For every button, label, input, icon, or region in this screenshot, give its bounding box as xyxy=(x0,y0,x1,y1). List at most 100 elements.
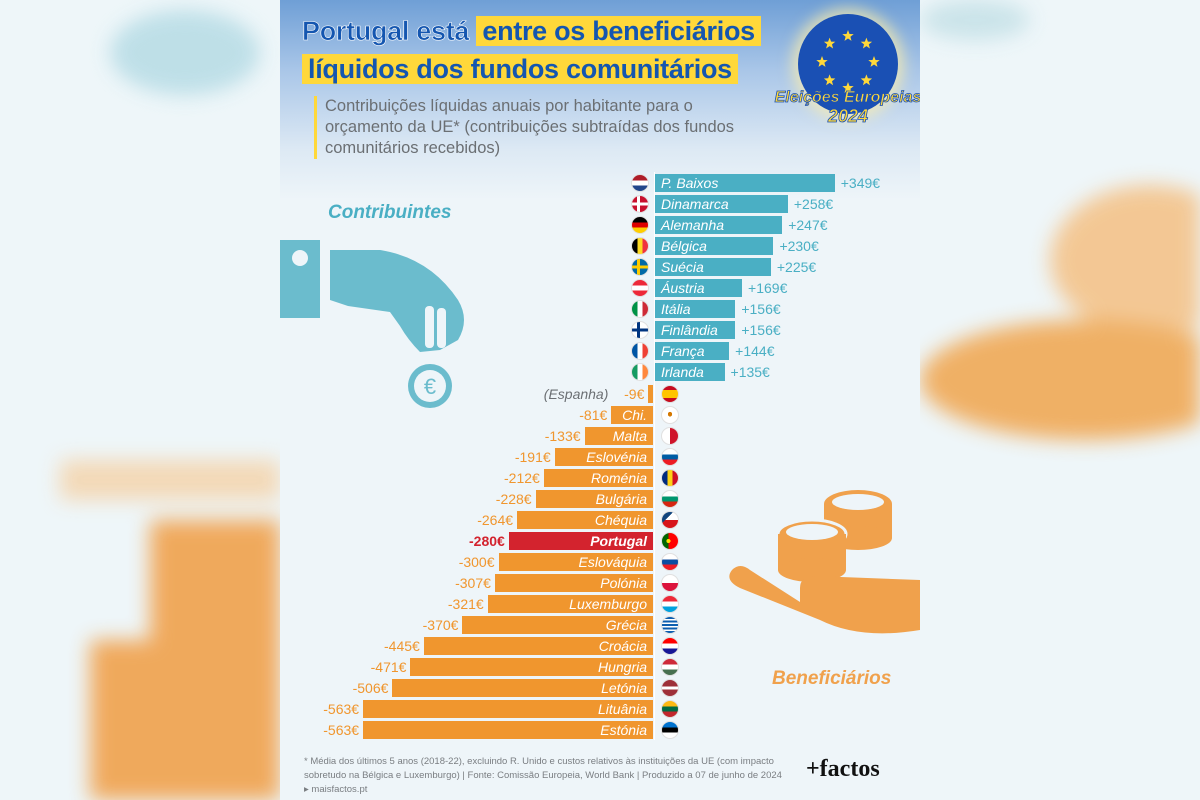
bar-value-label: +169€ xyxy=(748,280,788,297)
bar-category-label: Eslovénia xyxy=(586,448,647,465)
bar-value-label: -471€ xyxy=(370,659,407,676)
bar xyxy=(508,531,653,550)
eu-star-icon xyxy=(823,37,836,49)
bar xyxy=(494,573,653,592)
bar xyxy=(611,405,653,424)
flag-bg-icon xyxy=(661,489,679,508)
contributors-label: Contribuintes xyxy=(328,202,452,223)
bar-value-label: +156€ xyxy=(741,301,781,318)
bar-category-label: Roménia xyxy=(590,469,647,486)
bar-category-label: França xyxy=(661,343,705,360)
flag-hr-icon xyxy=(661,637,679,656)
bar-value-label: +258€ xyxy=(793,196,834,213)
title-line-1: Portugal está entre os beneficiários xyxy=(302,14,761,48)
bar-category-label: Polónia xyxy=(600,574,647,591)
bar-chart: P. Baixos +349€ Dinamarca +258€ Alemanha +247… xyxy=(280,0,920,800)
bar xyxy=(498,552,653,571)
bar-category-label: Áustria xyxy=(661,280,705,297)
background-blur-right xyxy=(920,0,1200,800)
bar xyxy=(655,363,725,382)
title-part-3: líquidos dos fundos comunitários xyxy=(302,54,738,84)
bar xyxy=(648,384,653,403)
title-part-2: entre os beneficiários xyxy=(476,16,761,46)
bar-value-label: +135€ xyxy=(730,364,770,381)
bar-value-label: -370€ xyxy=(422,617,459,634)
flag-fi-icon xyxy=(631,321,649,340)
bar xyxy=(655,279,743,298)
title-part-1: Portugal está xyxy=(302,16,470,47)
bar-value-label: +247€ xyxy=(788,217,828,234)
bar-value-label: -133€ xyxy=(544,427,581,444)
flag-se-icon xyxy=(631,258,649,277)
flag-es-icon xyxy=(661,384,679,403)
bar-category-label: Chi. xyxy=(622,406,647,423)
infographic-panel: Portugal está entre os beneficiários líq… xyxy=(280,0,920,800)
bar xyxy=(554,447,653,466)
flag-cross xyxy=(636,322,640,339)
flag-pl-icon xyxy=(661,573,679,592)
title-line-2: líquidos dos fundos comunitários xyxy=(302,52,738,86)
bar xyxy=(363,721,653,740)
flag-pt-icon xyxy=(661,531,679,550)
bar xyxy=(517,510,653,529)
hand-dropping-euro-coin-icon: € xyxy=(280,240,464,408)
bar-category-label: Alemanha xyxy=(661,217,725,234)
bar xyxy=(462,616,653,635)
bar-value-label: -191€ xyxy=(514,448,551,465)
bar-value-label: -506€ xyxy=(352,680,389,697)
badge-line-2: 2024 xyxy=(827,106,869,126)
flag-lu-icon xyxy=(661,595,679,613)
flag-cross xyxy=(636,259,640,276)
bar-value-label: +144€ xyxy=(735,343,775,360)
bar-category-label: Malta xyxy=(612,427,647,444)
bar-category-label: Itália xyxy=(661,301,691,318)
bar-value-label: -264€ xyxy=(477,511,514,528)
bar-value-label: -9€ xyxy=(624,385,645,402)
bar-category-label: Eslováquia xyxy=(578,553,648,570)
eu-star-icon xyxy=(860,37,873,49)
eu-star-icon xyxy=(816,56,828,67)
bar-category-label: Suécia xyxy=(661,259,704,276)
flag-cy-icon xyxy=(661,405,679,424)
bar-value-label: -321€ xyxy=(447,596,484,612)
bar xyxy=(655,195,788,214)
eu-star-icon xyxy=(823,74,836,86)
bar-category-label: Lituânia xyxy=(597,701,647,718)
bar-category-label: Hungria xyxy=(597,659,647,676)
bar-value-label: -280€ xyxy=(469,532,505,549)
bar-category-label: Irlanda xyxy=(661,364,704,381)
bar xyxy=(423,637,653,656)
flag-ie-icon xyxy=(631,363,649,382)
flag-it-icon xyxy=(631,300,649,319)
bar-category-label: Bélgica xyxy=(661,238,707,255)
bar xyxy=(655,174,835,192)
flag-gr-icon xyxy=(661,616,679,635)
bar xyxy=(535,489,653,508)
subtitle: Contribuições líquidas anuais por habita… xyxy=(314,96,745,159)
eu-star-icon xyxy=(842,30,854,41)
bar-category-label: Dinamarca xyxy=(661,196,729,213)
bar xyxy=(584,426,653,445)
flag-lt-icon xyxy=(661,700,679,719)
hand-receiving-coins-icon xyxy=(729,490,920,634)
bar-value-label: +349€ xyxy=(840,175,881,191)
brand-logo: +factos xyxy=(806,756,880,782)
bar-value-label: -445€ xyxy=(384,638,420,655)
bar xyxy=(655,216,783,235)
flag-at-icon xyxy=(631,279,649,298)
bar xyxy=(655,258,771,277)
bar xyxy=(363,700,653,719)
flag-mt-icon xyxy=(661,426,679,445)
bar xyxy=(543,468,653,487)
bar-value-label: -300€ xyxy=(458,553,495,570)
bar-value-label: +230€ xyxy=(779,238,819,255)
background-blur-left xyxy=(0,0,280,800)
bar-category-label: Letónia xyxy=(601,680,647,697)
bar-value-label: -563€ xyxy=(323,701,360,718)
eu-star-icon xyxy=(842,82,854,93)
bar-category-label: Chéquia xyxy=(594,511,647,528)
flag-be-icon xyxy=(631,237,649,256)
bar xyxy=(392,679,653,698)
beneficiaries-label: Beneficiários xyxy=(772,668,892,689)
bar-value-label: -307€ xyxy=(455,574,491,591)
